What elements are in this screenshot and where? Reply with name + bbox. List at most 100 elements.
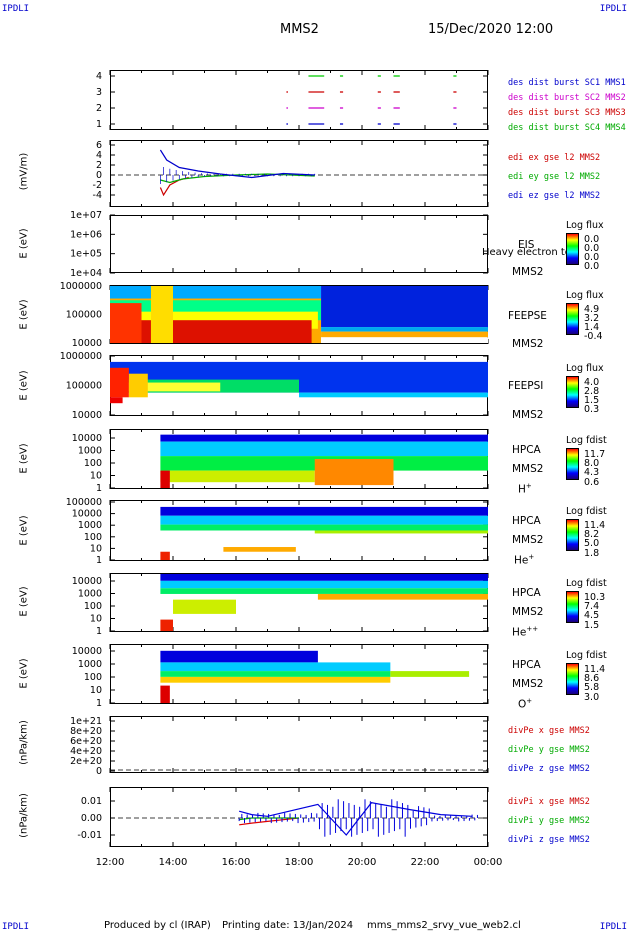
hpca-o-ylabel: E (eV) [18,658,30,689]
hpca-he-cell-1 [160,515,488,525]
burst-ytick-3: 1 [96,119,102,130]
edi-ylabel: (mV/m) [18,152,30,191]
divpe-ylabel: (nPa/km) [18,720,30,765]
hpca-hepp-cell-0 [160,574,488,581]
edi-ytick-4: -2 [93,180,102,191]
hpca-hepp-species-charge: ++ [526,625,539,633]
edi-ytick-5: -4 [93,190,102,201]
hpca-hepp-species: He++ [512,625,538,639]
footer-filename: mms_mms2_srvy_vue_web2.cl [367,920,521,931]
hpca-o-cell-0 [160,650,318,663]
hpca-h-ytick-0: 10000 [72,433,102,444]
hpca-he-ytick-1: 10000 [72,509,102,520]
legend-edi-ex: edi ex gse l2 MMS2 [508,153,601,163]
hpca-h-cbar-tick-4: 0.6 [584,477,600,488]
hpca-hepp-ytick-4: 1 [96,626,102,637]
feepsi-ytick-0: 1000000 [60,351,102,362]
hpca-he-cbar-tick-2: 8.2 [584,529,600,540]
divpi-ytick-0: 0.01 [81,796,102,807]
feepsi-label: FEEPSI [508,380,544,392]
divpi-ytick-1: 0.00 [81,813,102,824]
feepse-label: FEEPSE [508,310,547,322]
hpca-h-cell-4 [314,459,394,486]
hpca-hepp-cbar-tick-3: 4.5 [584,610,600,621]
hpca-hepp-cbar-title: Log fdist [566,578,607,589]
legend-burst-sc4: des dist burst SC4 MMS4 [508,123,626,133]
feepsi-cell-6 [299,392,488,398]
legend-divpi-x: divPi x gse MMS2 [508,797,590,807]
hpca-o-cbar-tick-2: 8.6 [584,673,600,684]
hpca-o-ytick-4: 1 [96,698,102,709]
feepse-ylabel: E (eV) [18,299,30,330]
hpca-hepp-cell-5 [160,619,173,631]
hpca-o-cbar-title: Log fdist [566,650,607,661]
hpca-hepp-ytick-3: 10 [90,614,102,625]
hpca-h-ylabel: E (eV) [18,443,30,474]
hpca-o-ytick-3: 10 [90,685,102,696]
eis-ytick-3: 1e+04 [70,268,102,279]
feepse-cell-7 [321,286,488,328]
hpca-hepp-species-name: He [512,626,527,639]
hpca-he-species-charge: + [528,553,535,561]
x-tick-2000: 20:00 [347,857,377,868]
feepsi-cbar-tick-4: 0.3 [584,404,600,415]
legend-divpi-z: divPi z gse MMS2 [508,835,590,845]
hpca-h-ytick-1: 1000 [78,446,102,457]
feepse-cell-5 [110,303,142,343]
hpca-hepp-ytick-2: 100 [84,601,102,612]
hpca-o-species: O+ [518,697,532,711]
divpi-ytick-2: -0.01 [77,830,102,841]
feepse-cell-8 [321,327,488,332]
legend-divpe-z: divPe z gse MMS2 [508,764,590,774]
divpi-series-1 [239,817,299,821]
legend-burst-sc1: des dist burst SC1 MMS1 [508,78,626,88]
hpca-o-ytick-1: 1000 [78,659,102,670]
hpca-h-label: HPCA [512,444,541,456]
feepse-cell-9 [321,331,488,338]
edi-series-0 [159,176,189,197]
hpca-hepp-cell-3 [317,593,488,600]
corner-label-bl: IPDLI [2,922,30,932]
eis-ytick-2: 1e+05 [70,249,102,260]
hpca-he-cell-4 [223,547,296,552]
hpca-he-cbar-title: Log fdist [566,506,607,517]
hpca-o-cell-5 [160,685,170,703]
hpca-o-cell-2 [160,671,391,677]
hpca-he-ytick-4: 10 [90,543,102,554]
hpca-he-ytick-5: 1 [96,555,102,566]
eis-cbar-tick-4: 0.0 [584,261,600,272]
burst-ytick-0: 4 [96,71,102,82]
eis-cbar-tick-3: 0.0 [584,252,600,263]
edi-ytick-1: 4 [96,150,102,161]
feepsi-colorbar [566,376,579,408]
hpca-o-colorbar [566,663,579,695]
hpca-hepp-cell-2 [160,588,488,594]
hpca-o-ytick-0: 10000 [72,646,102,657]
divpe-ytick-3: 4e+20 [70,746,102,757]
hpca-h-cbar-tick-2: 8.0 [584,458,600,469]
divpe-ytick-0: 1e+21 [70,716,102,727]
feepsi-ytick-1: 100000 [66,381,102,392]
hpca-h-species-name: H [518,483,526,496]
hpca-h-sc-label: MMS2 [512,463,544,475]
legend-divpe-y: divPe y gse MMS2 [508,745,590,755]
eis-cbar-title: Log flux [566,220,604,231]
hpca-hepp-cbar-tick-1: 10.3 [584,592,606,603]
hpca-o-cbar-tick-4: 3.0 [584,692,600,703]
hpca-o-cbar-tick-1: 11.4 [584,664,606,675]
hpca-he-cell-0 [160,506,488,516]
hpca-he-colorbar [566,519,579,551]
burst-ytick-1: 3 [96,87,102,98]
hpca-h-species-charge: + [525,482,532,490]
divpe-ytick-4: 2e+20 [70,756,102,767]
hpca-o-cell-3 [160,676,391,683]
hpca-h-species: H+ [518,482,532,496]
hpca-he-cbar-tick-3: 5.0 [584,538,600,549]
hpca-o-label: HPCA [512,659,541,671]
feepse-cbar-tick-1: 4.9 [584,304,600,315]
eis-overlay-text: Heavy electron to [482,247,571,258]
hpca-o-cell-1 [160,662,391,672]
feepsi-sc-label: MMS2 [512,409,544,421]
hpca-h-cbar-tick-3: 4.3 [584,467,600,478]
